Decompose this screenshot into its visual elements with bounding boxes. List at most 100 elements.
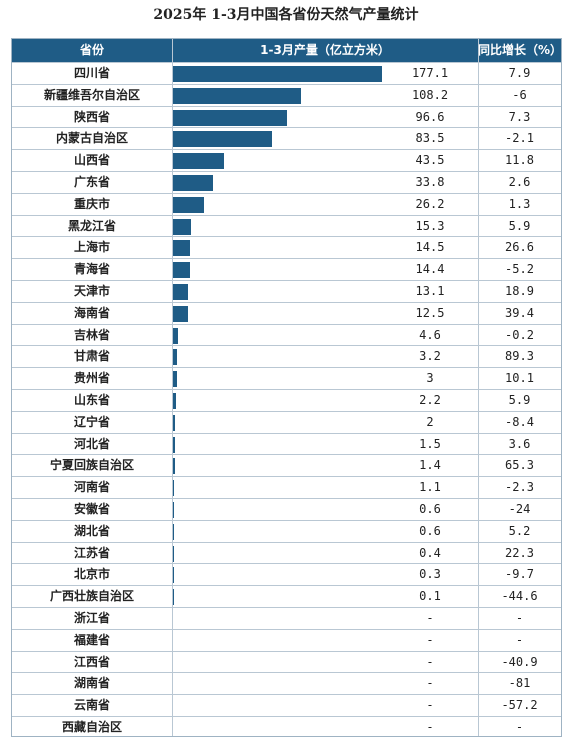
header-province: 省份 xyxy=(79,43,104,57)
production-value: 12.5 xyxy=(415,305,445,320)
province-label: 陕西省 xyxy=(73,109,110,124)
production-value: 3 xyxy=(426,371,434,386)
table-row: 海南省 12.5 39.4 xyxy=(12,301,561,324)
production-value: 13.1 xyxy=(415,284,445,298)
province-label: 西藏自治区 xyxy=(61,720,122,734)
table-row: 贵州省 3 10.1 xyxy=(12,367,561,389)
table-row: 天津市 13.1 18.9 xyxy=(12,280,561,302)
yoy-value: 22.3 xyxy=(505,545,534,560)
production-value: 43.5 xyxy=(415,153,445,168)
table-row: 四川省 177.1 7.9 xyxy=(12,62,561,84)
table-row: 宁夏回族自治区 1.4 65.3 xyxy=(12,454,561,476)
table-row: 江西省 - -40.9 xyxy=(12,650,561,673)
yoy-value: -44.6 xyxy=(501,589,538,604)
province-label: 贵州省 xyxy=(73,371,110,386)
production-value: - xyxy=(426,654,434,669)
province-label: 湖南省 xyxy=(73,676,110,691)
production-value: 0.4 xyxy=(419,545,441,560)
production-bar xyxy=(173,523,174,540)
yoy-value: -5.2 xyxy=(505,262,534,277)
production-bar xyxy=(173,153,225,170)
production-value: 0.6 xyxy=(419,523,441,538)
province-label: 宁夏回族自治区 xyxy=(49,458,134,473)
province-label: 山东省 xyxy=(73,393,110,407)
province-label: 福建省 xyxy=(73,632,110,647)
province-label: 云南省 xyxy=(73,698,110,713)
table-row: 甘肃省 3.2 89.3 xyxy=(12,345,561,367)
production-bar xyxy=(173,175,213,191)
production-value: 26.2 xyxy=(415,196,445,211)
production-bar xyxy=(173,284,189,300)
production-value: 1.4 xyxy=(419,458,441,473)
province-label: 辽宁省 xyxy=(73,414,110,429)
production-bar xyxy=(173,240,191,257)
production-table: 省份 1-3月产量（亿立方米） 同比增长（%） 四川省 177.1 7.9 新疆维吾尔… xyxy=(11,38,562,737)
yoy-value: -0.2 xyxy=(505,327,534,342)
province-label: 吉林省 xyxy=(73,327,110,342)
table-row: 内蒙古自治区 83.5 -2.1 xyxy=(12,127,561,149)
production-value: 177.1 xyxy=(411,66,449,80)
yoy-value: - xyxy=(515,632,524,647)
yoy-value: 3.6 xyxy=(508,436,531,451)
province-label: 浙江省 xyxy=(73,611,110,625)
production-value: - xyxy=(426,720,434,734)
province-label: 山西省 xyxy=(73,153,110,168)
province-label: 广西壮族自治区 xyxy=(49,589,134,604)
province-label: 重庆市 xyxy=(73,196,110,211)
yoy-value: 89.3 xyxy=(505,349,534,364)
production-bar xyxy=(173,327,179,344)
yoy-value: 7.3 xyxy=(508,109,531,124)
table-row: 江苏省 0.4 22.3 xyxy=(12,541,561,564)
production-value: 83.5 xyxy=(415,131,445,146)
province-label: 内蒙古自治区 xyxy=(55,131,128,146)
production-value: - xyxy=(426,698,434,713)
table-row: 湖南省 - -81 xyxy=(12,672,561,694)
table-row: 湖北省 0.6 5.2 xyxy=(12,519,561,542)
table-row: 山东省 2.2 5.9 xyxy=(12,389,561,411)
production-bar xyxy=(173,349,177,366)
province-label: 湖北省 xyxy=(73,523,110,538)
production-value: 14.5 xyxy=(415,240,445,255)
production-value: 15.3 xyxy=(415,218,445,233)
production-bar xyxy=(173,131,272,148)
yoy-value: 5.9 xyxy=(508,218,531,233)
yoy-value: 7.9 xyxy=(508,66,531,80)
yoy-value: 18.9 xyxy=(505,284,534,298)
table-row: 西藏自治区 - - xyxy=(12,716,561,738)
yoy-value: 26.6 xyxy=(505,240,534,255)
table-row: 辽宁省 2 -8.4 xyxy=(12,410,561,433)
production-value: 2.2 xyxy=(419,393,441,407)
yoy-value: -6 xyxy=(512,87,527,102)
production-value: - xyxy=(426,611,434,625)
yoy-value: 11.8 xyxy=(505,153,534,168)
province-label: 黑龙江省 xyxy=(67,218,116,233)
table-row: 新疆维吾尔自治区 108.2 -6 xyxy=(12,83,561,106)
table-row: 青海省 14.4 -5.2 xyxy=(12,258,561,280)
province-label: 江西省 xyxy=(73,654,110,669)
production-value: 1.5 xyxy=(419,436,441,451)
table-row: 云南省 - -57.2 xyxy=(12,694,561,716)
province-label: 安徽省 xyxy=(73,502,110,516)
production-value: 4.6 xyxy=(419,327,441,342)
province-label: 广东省 xyxy=(73,175,110,189)
production-value: 33.8 xyxy=(415,175,445,189)
yoy-value: -57.2 xyxy=(501,698,538,713)
table-row: 浙江省 - - xyxy=(12,607,561,629)
header-production: 1-3月产量（亿立方米） xyxy=(260,43,390,57)
yoy-value: 1.3 xyxy=(508,196,531,211)
yoy-value: 10.1 xyxy=(505,371,534,386)
column-divider xyxy=(172,39,173,736)
production-bar xyxy=(173,305,188,322)
production-bar xyxy=(173,218,192,235)
yoy-value: -2.1 xyxy=(505,131,534,146)
yoy-value: - xyxy=(515,611,524,625)
production-value: - xyxy=(426,632,434,647)
province-label: 天津市 xyxy=(73,284,110,298)
production-value: 1.1 xyxy=(419,480,441,495)
production-bar xyxy=(173,436,175,453)
table-row: 陕西省 96.6 7.3 xyxy=(12,105,561,128)
province-label: 上海市 xyxy=(73,240,110,255)
table-row: 广西壮族自治区 0.1 -44.6 xyxy=(12,585,561,607)
table-row: 北京市 0.3 -9.7 xyxy=(12,563,561,585)
province-label: 北京市 xyxy=(73,567,110,582)
